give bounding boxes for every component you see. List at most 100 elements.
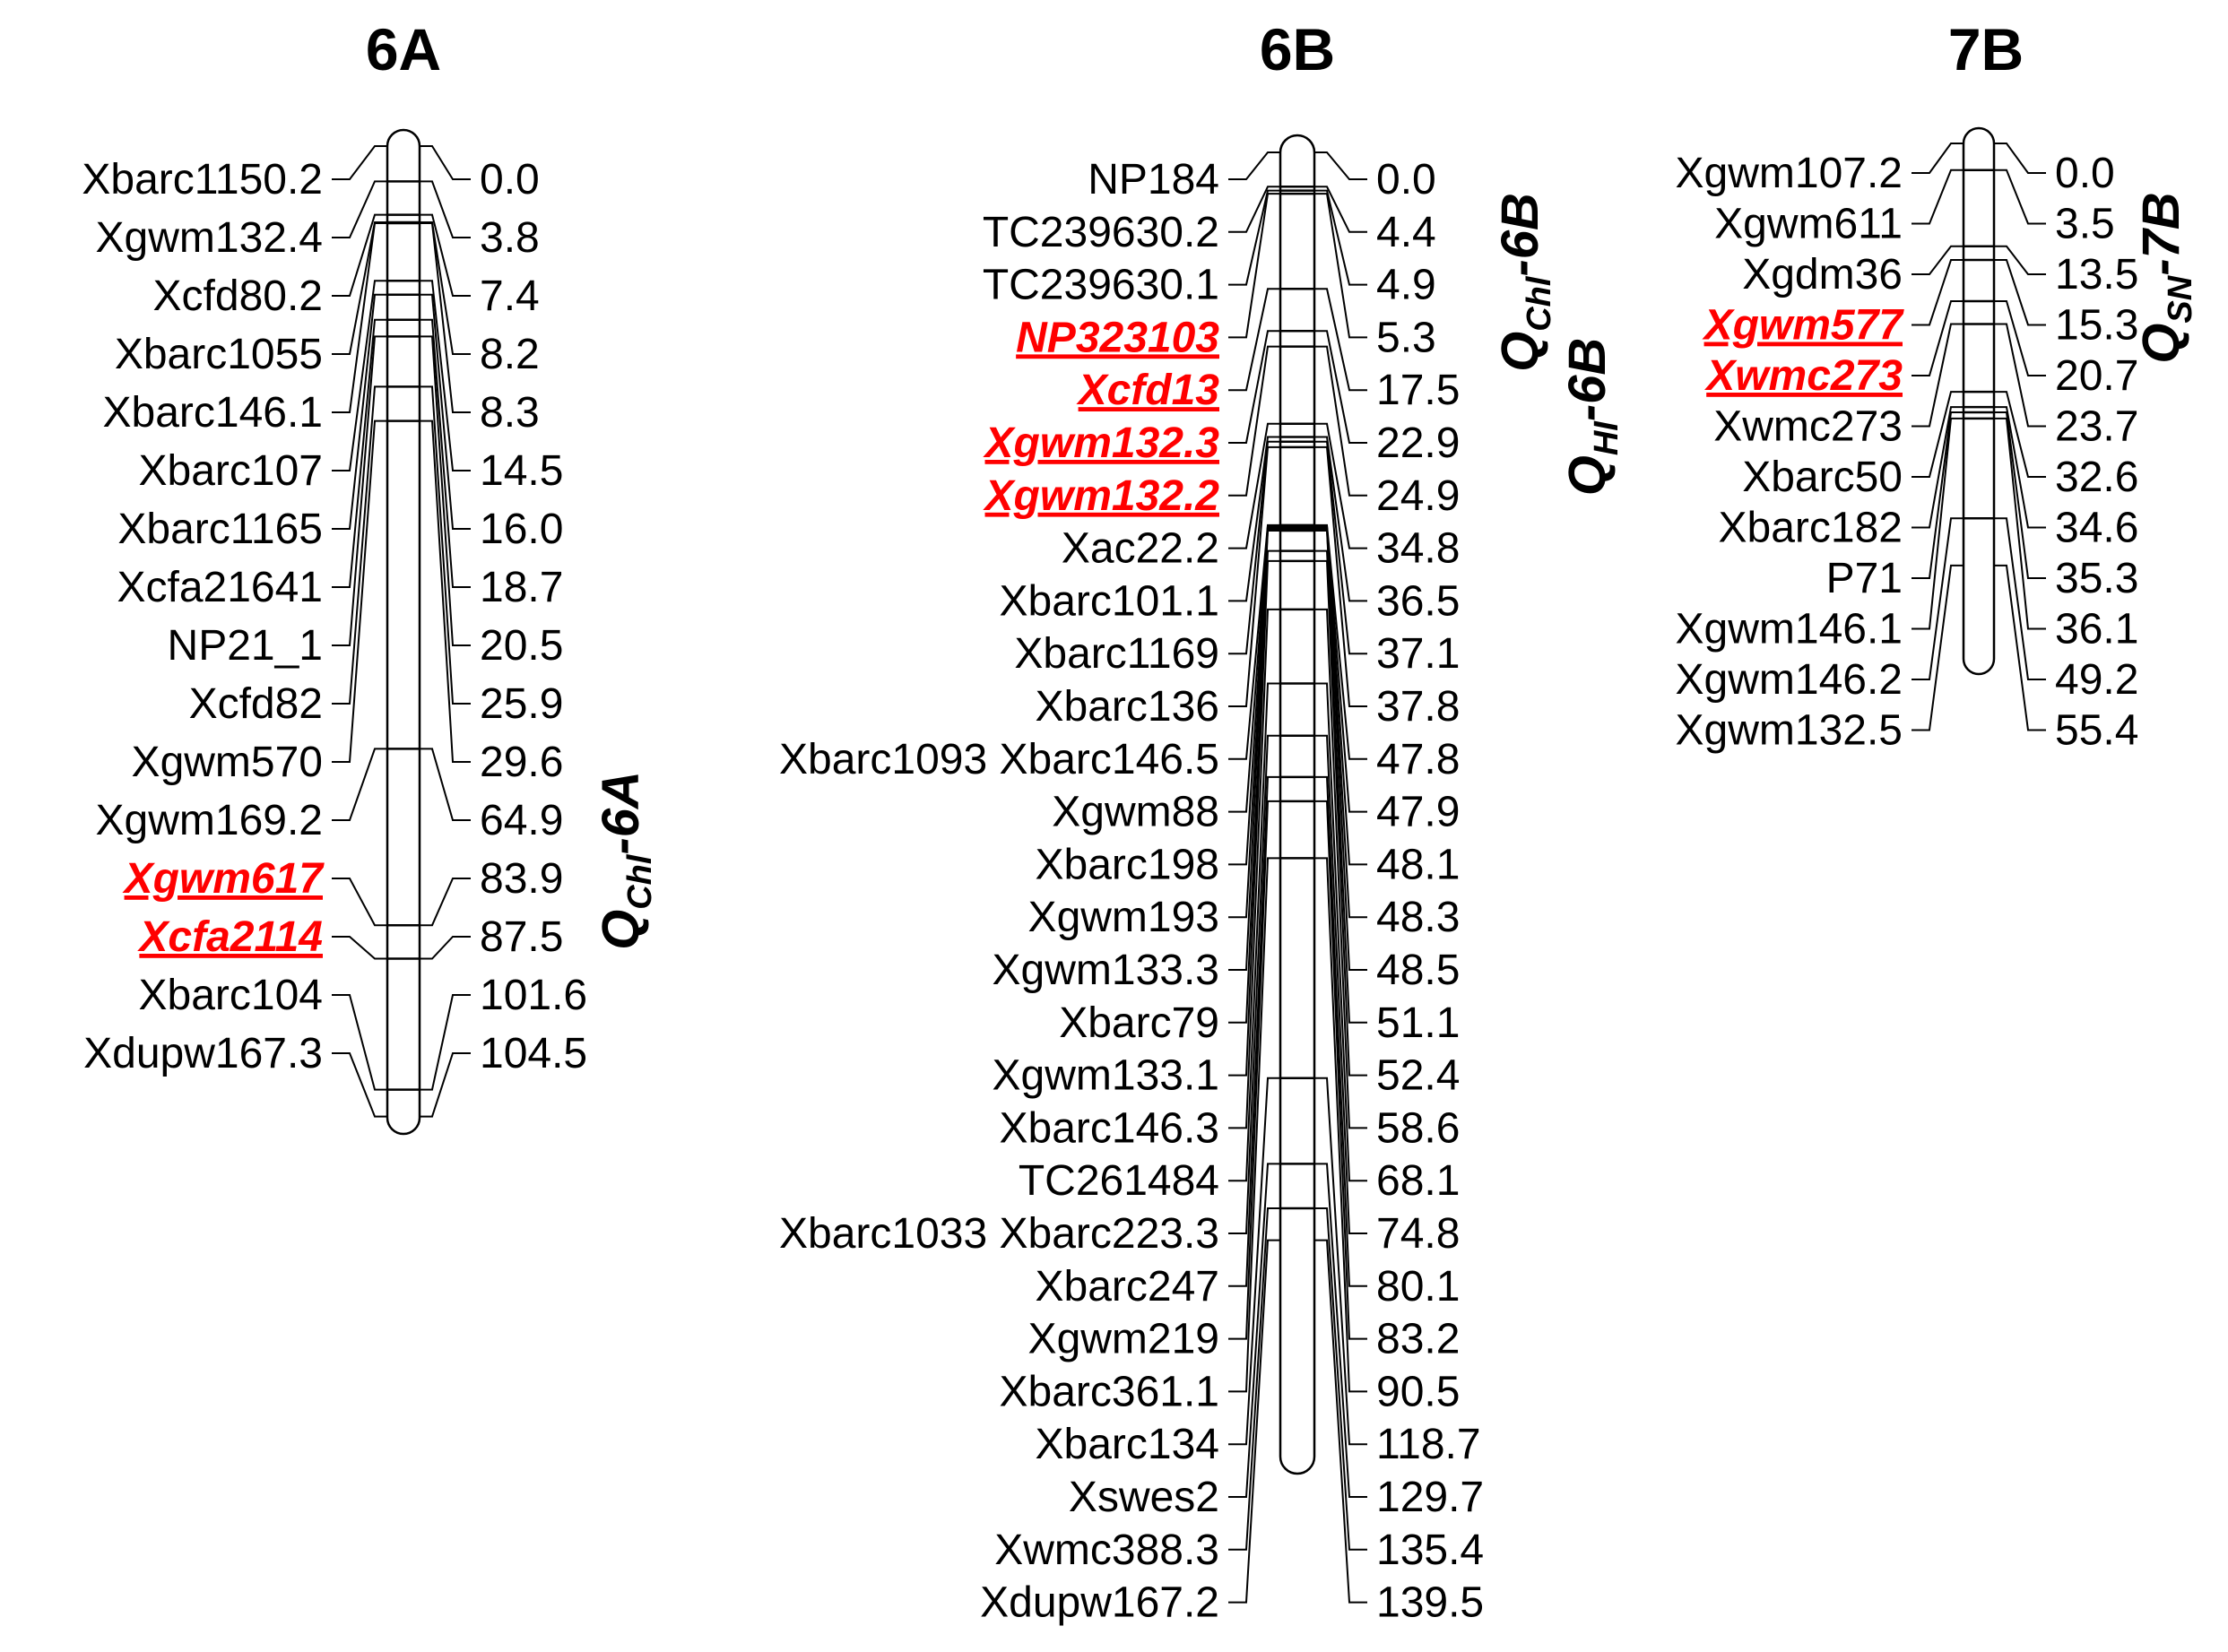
marker-name: Xbarc104 xyxy=(139,972,323,1019)
marker-position: 13.5 xyxy=(2055,251,2138,298)
marker-name: Xgwm107.2 xyxy=(1676,150,1903,197)
marker-leader xyxy=(1228,1239,1280,1604)
marker-name: Xgwm169.2 xyxy=(96,797,323,844)
marker-leader xyxy=(1228,528,1280,919)
chromosome-bar xyxy=(386,128,421,1136)
marker-position: 3.8 xyxy=(480,214,540,262)
position-leader xyxy=(420,748,471,821)
marker: Xgwm133.1 52.4 xyxy=(993,559,1460,1100)
marker: Xbarc182 34.6 xyxy=(1719,405,2138,552)
position-leader xyxy=(1314,422,1367,549)
position-leader xyxy=(420,180,471,238)
marker: Xbarc107 14.5 xyxy=(139,279,563,495)
position-leader xyxy=(420,293,471,530)
marker: Xgwm146.1 36.1 xyxy=(1676,417,2138,653)
marker-name: Xbarc182 xyxy=(1719,505,1903,552)
marker-position: 52.4 xyxy=(1376,1052,1460,1100)
position-leader xyxy=(420,145,471,180)
position-leader xyxy=(1314,524,1367,813)
marker: Xbarc247 80.1 xyxy=(1036,775,1460,1310)
marker-leader xyxy=(1228,330,1280,444)
position-leader xyxy=(1314,559,1367,1077)
marker-name: TC261484 xyxy=(1019,1157,1219,1205)
position-leader xyxy=(420,1052,471,1118)
position-leader xyxy=(420,280,471,471)
position-leader xyxy=(1994,143,2046,174)
marker: Xwmc273 23.7 xyxy=(1713,323,2138,451)
marker: Xbarc134 118.7 xyxy=(1036,1077,1481,1468)
marker: Xbarc79 51.1 xyxy=(1059,549,1460,1047)
marker-name: Xgwm611 xyxy=(1714,201,1903,248)
position-leader xyxy=(1314,436,1367,602)
qtl-base: Q xyxy=(1558,455,1617,496)
marker-position: 0.0 xyxy=(1376,156,1436,203)
highlighted-marker-name: Xgwm577 xyxy=(1702,302,1905,350)
marker-name: Xgwm132.5 xyxy=(1676,707,1903,755)
marker-leader xyxy=(332,748,387,821)
marker: Xgwm577 15.3 xyxy=(1702,258,2138,350)
marker: Xwmc388.3 135.4 xyxy=(994,1207,1484,1574)
marker-name: Xwmc388.3 xyxy=(994,1527,1219,1574)
marker-leader xyxy=(1228,549,1280,1024)
marker-name: Xbarc50 xyxy=(1742,454,1903,501)
marker-leader xyxy=(1912,564,1964,731)
marker-name: Xbarc1093 Xbarc146.5 xyxy=(779,736,1219,783)
qtl-base: Q xyxy=(1491,332,1549,372)
marker: Xbarc1055 8.2 xyxy=(115,221,540,378)
marker-name: Xdupw167.2 xyxy=(980,1579,1219,1627)
position-leader xyxy=(420,318,471,588)
marker-position: 83.2 xyxy=(1376,1316,1460,1363)
marker-leader xyxy=(1912,143,1964,174)
marker: Xgwm132.4 3.8 xyxy=(96,180,540,262)
marker-position: 20.7 xyxy=(2055,352,2138,400)
marker-leader xyxy=(1228,559,1280,1077)
highlighted-marker-name: NP323103 xyxy=(1016,314,1219,361)
marker: Xgwm132.3 22.9 xyxy=(983,329,1460,467)
marker-position: 37.1 xyxy=(1376,630,1460,678)
position-leader xyxy=(1314,151,1367,180)
marker-position: 104.5 xyxy=(480,1030,587,1077)
position-leader xyxy=(1994,323,2046,428)
marker: Xgwm193 48.3 xyxy=(1028,527,1460,941)
marker: Xbarc146.3 58.6 xyxy=(999,608,1460,1152)
marker-name: Xgwm146.1 xyxy=(1676,606,1903,653)
marker-name: Xcfd82 xyxy=(189,680,323,728)
marker-position: 34.8 xyxy=(1376,525,1460,573)
marker-position: 83.9 xyxy=(480,855,563,903)
marker-position: 0.0 xyxy=(2055,150,2115,197)
marker-position: 36.1 xyxy=(2055,606,2138,653)
marker: Xcfa21641 18.7 xyxy=(117,318,563,611)
position-leader xyxy=(1314,189,1367,286)
marker-position: 24.9 xyxy=(1376,472,1460,520)
marker-position: 36.5 xyxy=(1376,577,1460,625)
marker-position: 87.5 xyxy=(480,913,563,961)
marker-leader xyxy=(332,221,387,413)
marker-name: Xbarc198 xyxy=(1036,841,1219,888)
marker: Xgwm617 83.9 xyxy=(122,855,563,927)
position-leader xyxy=(420,419,471,763)
highlighted-marker-name: Xcfd13 xyxy=(1076,367,1220,414)
marker: Xbarc50 32.6 xyxy=(1742,390,2138,501)
marker-leader xyxy=(1228,775,1280,1287)
marker-leader xyxy=(1228,526,1280,866)
marker: Xbarc136 37.8 xyxy=(1036,445,1460,731)
marker-leader xyxy=(332,878,387,927)
marker-leader xyxy=(332,213,387,297)
marker: Xcfd82 25.9 xyxy=(189,385,563,728)
marker-name: NP184 xyxy=(1088,156,1219,203)
marker-leader xyxy=(1228,189,1280,286)
marker-leader xyxy=(332,994,387,1091)
qtl-subscript: HI xyxy=(1588,420,1625,455)
position-leader xyxy=(1994,411,2046,579)
marker-position: 139.5 xyxy=(1376,1579,1484,1627)
marker-name: Xgwm133.1 xyxy=(993,1052,1219,1100)
marker-name: TC239630.2 xyxy=(983,209,1219,256)
chromosome-bar xyxy=(1279,134,1316,1475)
marker-position: 48.5 xyxy=(1376,947,1460,994)
marker-leader xyxy=(1228,857,1280,1393)
marker-leader xyxy=(1228,440,1280,655)
marker-leader xyxy=(1228,800,1280,1340)
marker-name: Xbarc1033 Xbarc223.3 xyxy=(779,1210,1219,1258)
marker: TC261484 68.1 xyxy=(1019,682,1460,1205)
marker: Xgwm107.2 0.0 xyxy=(1676,143,2115,197)
